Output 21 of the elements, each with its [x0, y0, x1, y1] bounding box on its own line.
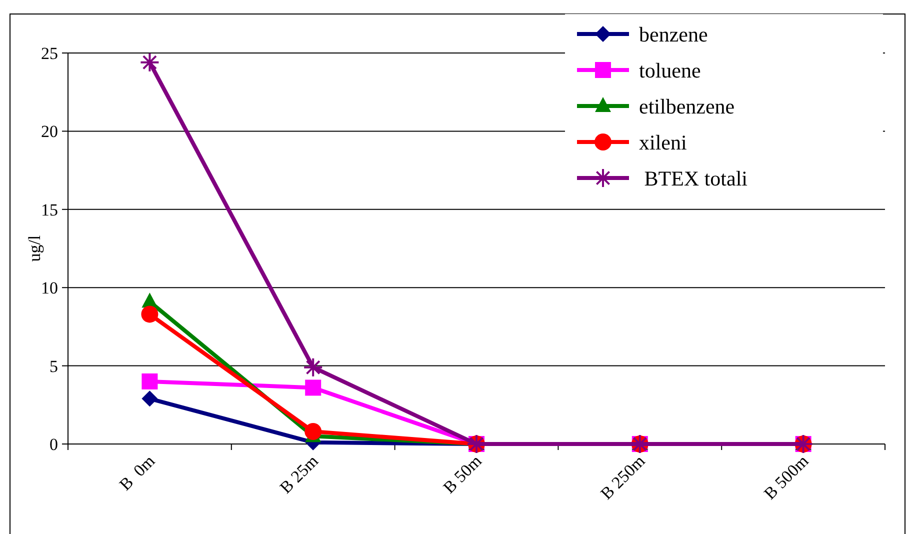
y-tick-label: 5 — [50, 356, 58, 376]
x-tick-label: B 25m — [276, 451, 322, 498]
point — [142, 390, 158, 407]
point — [142, 373, 158, 390]
point — [303, 357, 324, 378]
legend-label: toluene — [639, 58, 701, 82]
y-axis-title: ug/l — [25, 235, 44, 262]
legend-label: benzene — [639, 22, 708, 46]
x-tick-label: B 50m — [440, 451, 486, 498]
y-tick-label: 15 — [41, 200, 58, 220]
y-tick-label: 25 — [41, 44, 58, 63]
y-tick-label: 10 — [41, 278, 58, 298]
legend-label: BTEX totali — [639, 166, 748, 190]
x-tick-label: B 0m — [116, 451, 159, 494]
y-tick-label: 0 — [50, 434, 58, 454]
legend-label: etilbenzene — [639, 94, 735, 118]
point — [141, 306, 158, 323]
y-tick-label: 20 — [41, 122, 58, 142]
point — [305, 380, 322, 396]
legend-label: xileni — [639, 130, 687, 154]
point — [140, 52, 160, 72]
